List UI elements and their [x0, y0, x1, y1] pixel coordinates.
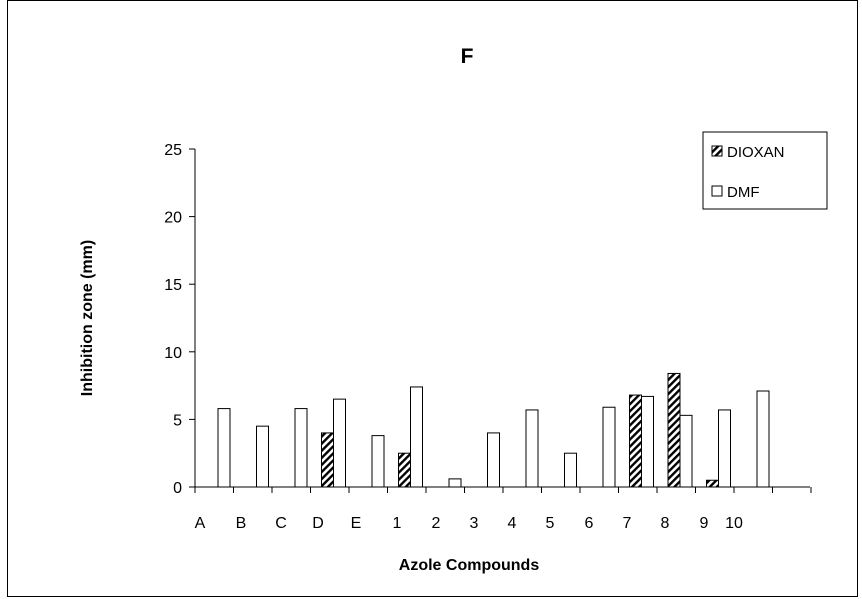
x-tick-label: B [236, 515, 247, 532]
bar-dmf [371, 435, 385, 488]
x-tick-label: 2 [432, 515, 441, 532]
bar-dmf [294, 408, 308, 488]
bar-dmf [487, 432, 500, 488]
y-tick-label: 25 [164, 142, 182, 159]
y-axis-title: Inhibition zone (mm) [79, 240, 96, 396]
bar-dioxan [706, 479, 719, 488]
bar-dmf [333, 398, 346, 488]
bar-dmf [525, 409, 539, 488]
x-tick-label: 10 [725, 515, 743, 532]
bar-dmf [217, 408, 231, 488]
x-tick-label: 6 [585, 515, 594, 532]
chart-title: F [461, 45, 474, 68]
legend-swatch-dioxan [711, 145, 723, 157]
bar-dmf [410, 386, 423, 488]
y-tick-label: 15 [164, 277, 182, 294]
bar-dmf [448, 478, 462, 488]
x-tick-label: 4 [508, 515, 517, 532]
y-tick-label: 5 [173, 412, 182, 429]
x-axis-title: Azole Compounds [399, 557, 540, 574]
bar-dioxan [398, 452, 411, 488]
bar-dmf [256, 425, 269, 488]
x-tick-label: A [195, 515, 206, 532]
bar-dioxan [629, 394, 642, 488]
x-tick-label: 3 [470, 515, 479, 532]
y-tick-label: 10 [164, 345, 182, 362]
bar-dioxan [321, 432, 334, 488]
y-tick-label: 0 [173, 480, 182, 497]
x-tick-label: 8 [661, 515, 670, 532]
x-tick-label: 1 [393, 515, 402, 532]
ticks-group: 0 5 10 15 20 25 A B C D E 1 2 3 4 5 6 7 8 9 10 [164, 142, 812, 532]
bar-dmf [602, 406, 616, 488]
bars-group [217, 372, 770, 488]
bar-dmf [718, 409, 731, 488]
y-tick-label: 20 [164, 210, 182, 227]
bar-dmf [564, 452, 577, 488]
x-tick-label: 7 [623, 515, 632, 532]
bar-dmf [641, 395, 654, 488]
bar-dioxan [667, 372, 681, 488]
x-tick-label: D [312, 515, 324, 532]
x-tick-label: 5 [546, 515, 555, 532]
bar-dmf [756, 390, 770, 488]
legend-swatch-dmf [711, 185, 723, 197]
x-tick-label: C [275, 515, 287, 532]
legend: DIOXAN DMF [702, 131, 828, 210]
legend-label-dmf: DMF [727, 184, 760, 201]
x-tick-label: E [351, 515, 362, 532]
x-tick-label: 9 [700, 515, 709, 532]
bar-dmf [679, 414, 693, 488]
legend-label-dioxan: DIOXAN [727, 144, 785, 161]
chart-frame [7, 0, 858, 597]
legend-box [702, 131, 828, 210]
